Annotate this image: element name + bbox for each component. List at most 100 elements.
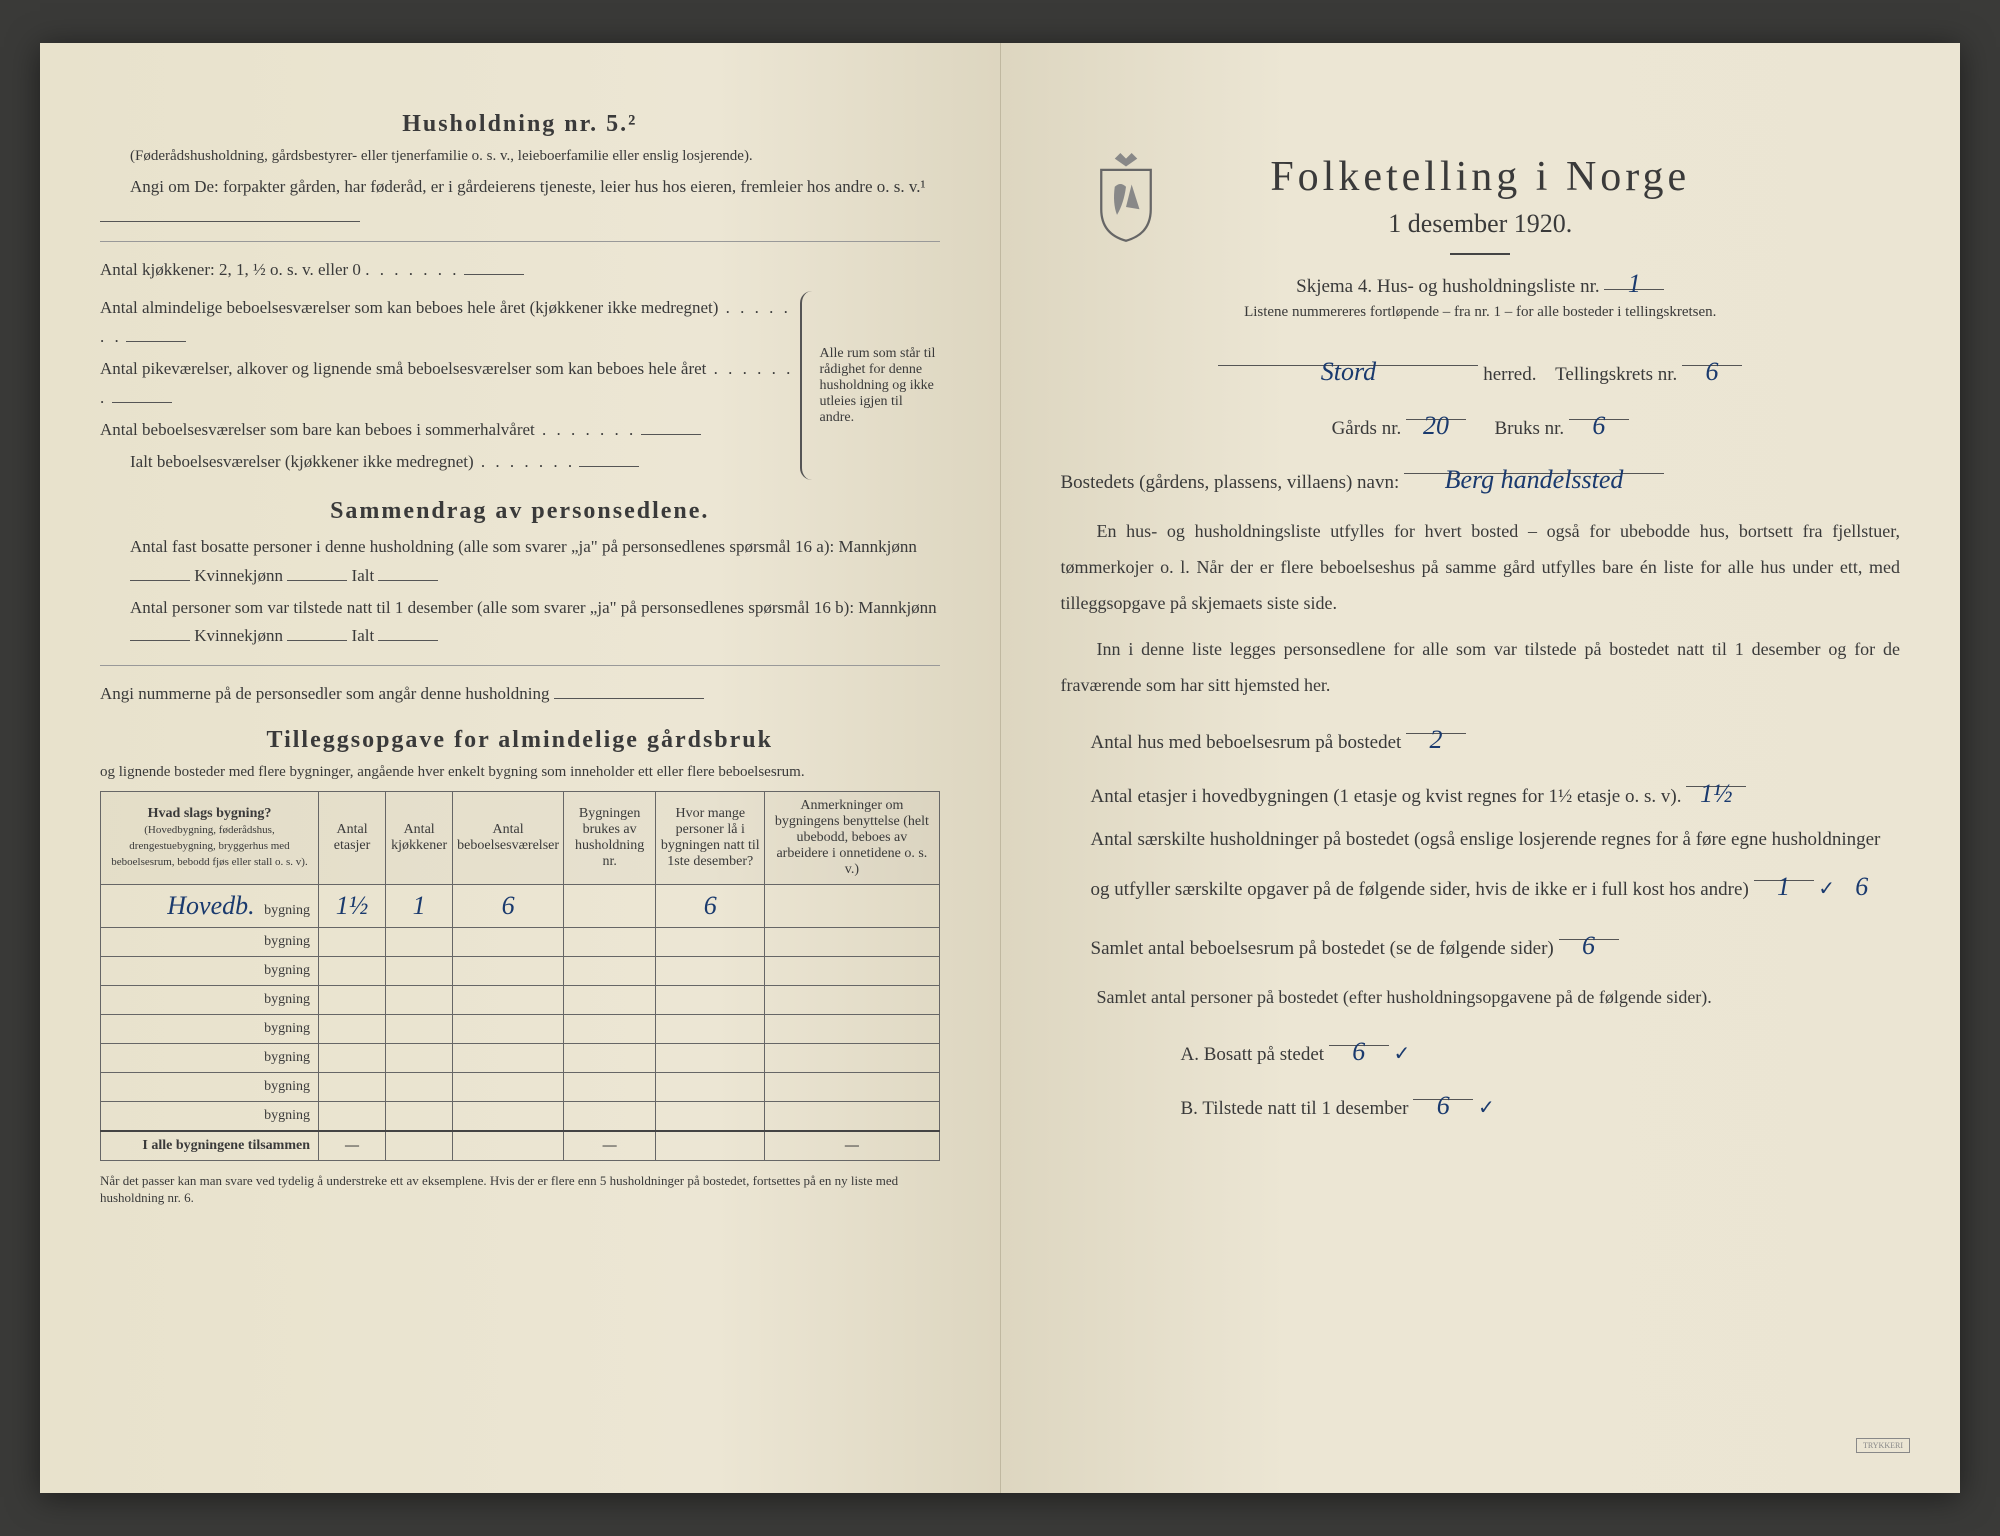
th-kjokken: Antal kjøkkener: [386, 792, 453, 885]
r2-label: Antal pikeværelser, alkover og lignende …: [100, 359, 706, 378]
r3-blank: [641, 416, 701, 435]
angi-num-blank: [554, 681, 704, 700]
left-page: Husholdning nr. 5.² (Føderådshusholdning…: [40, 43, 1001, 1493]
bruks-label: Bruks nr.: [1494, 418, 1564, 439]
table-total-row: I alle bygningene tilsammen ———: [101, 1131, 940, 1161]
rooms-line-4: Ialt beboelsesværelser (kjøkkener ikke m…: [100, 448, 800, 477]
a2-value: 1½: [1694, 779, 1739, 808]
document-spread: Husholdning nr. 5.² (Føderådshusholdning…: [40, 43, 1960, 1493]
sam1a-label: Antal fast bosatte personer i denne hush…: [130, 537, 917, 556]
table-row: bygning: [101, 1015, 940, 1044]
q2-label: Antal etasjer i hovedbygningen (1 etasje…: [1091, 786, 1682, 807]
th-hushold: Bygningen brukes av husholdning nr.: [564, 792, 656, 885]
sam2-k-blank: [287, 623, 347, 642]
table-row: Hovedb. bygning 1½ 1 6 6: [101, 885, 940, 928]
sam-line-1: Antal fast bosatte personer i denne hush…: [100, 533, 940, 591]
q3-line: Antal særskilte husholdninger på bostede…: [1061, 820, 1901, 914]
table-row: bygning: [101, 1102, 940, 1132]
printer-stamp: TRYKKERI: [1856, 1438, 1910, 1453]
cell-pers: 6: [656, 885, 765, 928]
tkrets-field: 6: [1682, 345, 1742, 366]
angi-num-label: Angi nummerne på de personsedler som ang…: [100, 684, 549, 703]
tkrets-label: Tellingskrets nr.: [1555, 364, 1677, 385]
th-etasjer: Antal etasjer: [319, 792, 386, 885]
qa-label: A. Bosatt på stedet: [1181, 1044, 1325, 1065]
q2-line: Antal etasjer i hovedbygningen (1 etasje…: [1061, 767, 1901, 817]
row1-be: 6: [496, 891, 521, 920]
a1-value: 2: [1424, 725, 1449, 754]
kjokken-line: Antal kjøkkener: 2, 1, ½ o. s. v. eller …: [100, 256, 940, 285]
row1-anm: [846, 891, 858, 920]
subtitle: 1 desember 1920.: [1061, 209, 1901, 239]
r3-label: Antal beboelsesværelser som bare kan beb…: [100, 420, 535, 439]
q1-line: Antal hus med beboelsesrum på bostedet 2: [1061, 713, 1901, 763]
sam2c-label: Ialt: [352, 626, 375, 645]
bygning-label: bygning: [101, 928, 319, 957]
table-row: bygning: [101, 986, 940, 1015]
separator-2: [100, 665, 940, 666]
ab-value: 6: [1431, 1091, 1456, 1120]
footnote: Når det passer kan man svare ved tydelig…: [100, 1173, 940, 1207]
paragraph-2: Inn i denne liste legges personsedlene f…: [1061, 631, 1901, 703]
herred-label: herred.: [1483, 364, 1536, 385]
right-page: Folketelling i Norge 1 desember 1920. Sk…: [1001, 43, 1961, 1493]
th-bygning: Hvad slags bygning? (Hovedbygning, føder…: [101, 792, 319, 885]
bygning-label: bygning: [101, 986, 319, 1015]
herred-line: Stord herred. Tellingskrets nr. 6: [1061, 345, 1901, 395]
angi-num-line: Angi nummerne på de personsedler som ang…: [100, 680, 940, 709]
a3b-value: 6: [1849, 872, 1874, 901]
q1-label: Antal hus med beboelsesrum på bostedet: [1091, 732, 1402, 753]
th-c1a: Hvad slags bygning?: [148, 806, 272, 821]
a3-field: 1: [1754, 860, 1814, 881]
heading-household-5: Husholdning nr. 5.²: [100, 111, 940, 138]
note-household-5: (Føderådshusholdning, gårdsbestyrer- ell…: [100, 146, 940, 167]
table-row: bygning: [101, 1044, 940, 1073]
sam2a-label: Antal personer som var tilstede natt til…: [130, 598, 937, 617]
gards-line: Gårds nr. 20 Bruks nr. 6: [1061, 399, 1901, 449]
aa-field: 6: [1329, 1025, 1389, 1046]
a4-value: 6: [1576, 931, 1601, 960]
liste-nr-field: 1: [1604, 269, 1664, 290]
checkmark-icon: ✓: [1818, 878, 1835, 900]
sam1-m-blank: [130, 562, 190, 581]
angi-line: Angi om De: forpakter gården, har føderå…: [100, 173, 940, 202]
qa-line: A. Bosatt på stedet 6 ✓: [1061, 1025, 1901, 1075]
kjokken-blank: [464, 257, 524, 276]
bruks-field: 6: [1569, 399, 1629, 420]
sam2b-label: Kvinnekjønn: [194, 626, 283, 645]
a4-field: 6: [1559, 919, 1619, 940]
total-label: I alle bygningene tilsammen: [101, 1131, 319, 1161]
dots-icon: [365, 260, 459, 279]
table-row: bygning: [101, 928, 940, 957]
dots-icon: [535, 420, 637, 439]
row1-pers: 6: [698, 891, 723, 920]
sam-line-2: Antal personer som var tilstede natt til…: [100, 594, 940, 652]
heading-tillegg: Tilleggsopgave for almindelige gårdsbruk: [100, 727, 940, 754]
r4-label: Ialt beboelsesværelser (kjøkkener ikke m…: [130, 452, 474, 471]
tillegg-note: og lignende bosteder med flere bygninger…: [100, 762, 940, 783]
bosted-line: Bostedets (gårdens, plassens, villaens) …: [1061, 453, 1901, 503]
q5-text: Samlet antal personer på bostedet (efter…: [1061, 979, 1901, 1015]
gards-label: Gårds nr.: [1332, 418, 1402, 439]
r1-label: Antal almindelige beboelsesværelser som …: [100, 298, 718, 317]
skjema-line: Skjema 4. Hus- og husholdningsliste nr. …: [1061, 269, 1901, 298]
kjokken-label: Antal kjøkkener: 2, 1, ½ o. s. v. eller …: [100, 260, 361, 279]
row1-name: Hovedb.: [161, 891, 260, 920]
r4-blank: [579, 448, 639, 467]
bygning-suffix: bygning: [264, 903, 310, 918]
bygning-label: bygning: [101, 1073, 319, 1102]
list-note: Listene nummereres fortløpende – fra nr.…: [1061, 304, 1901, 321]
q4-line: Samlet antal beboelsesrum på bostedet (s…: [1061, 919, 1901, 969]
bruks-value: 6: [1586, 411, 1611, 440]
bosted-field: Berg handelssted: [1404, 453, 1664, 474]
herred-value: Stord: [1315, 357, 1382, 386]
a2-field: 1½: [1686, 767, 1746, 788]
checkmark-icon: ✓: [1478, 1097, 1495, 1119]
checkmark-icon: ✓: [1394, 1043, 1411, 1065]
sam2-i-blank: [378, 623, 438, 642]
bygning-label: bygning: [101, 1015, 319, 1044]
skjema-label: Skjema 4. Hus- og husholdningsliste nr.: [1296, 276, 1599, 297]
aa-value: 6: [1346, 1037, 1371, 1066]
gards-field: 20: [1406, 399, 1466, 420]
brace-note: Alle rum som står til rådighet for denne…: [800, 291, 940, 479]
